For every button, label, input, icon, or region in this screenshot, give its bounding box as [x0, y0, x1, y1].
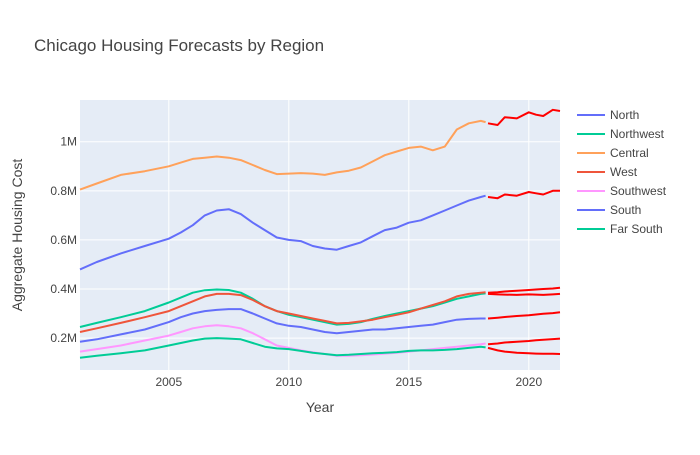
x-tick-label: 2015 [395, 375, 422, 389]
legend-item[interactable]: West [577, 165, 638, 179]
forecast-layer [487, 108, 561, 355]
legend-item[interactable]: Central [577, 146, 649, 160]
series-line-north [79, 194, 486, 271]
x-tick-labels: 2005 2010 2015 2020 [155, 375, 542, 389]
y-tick-label: 0.8M [50, 184, 77, 198]
legend-item[interactable]: Southwest [577, 184, 667, 198]
legend-label: Central [610, 146, 649, 160]
legend-label: South [610, 203, 641, 217]
legend: North Northwest Central West Southwest South F… [577, 108, 667, 236]
forecast-line [487, 337, 561, 346]
series-line-south [79, 308, 486, 343]
y-tick-label: 0.2M [50, 331, 77, 345]
forecast-line [487, 189, 560, 200]
series-line-far-south [79, 337, 486, 359]
series-line-central [79, 119, 486, 191]
y-tick-label: 0.4M [50, 282, 77, 296]
series-line-west [79, 291, 486, 333]
forecast-line [487, 292, 561, 296]
x-tick-label: 2020 [515, 375, 542, 389]
legend-label: Far South [610, 222, 663, 236]
legend-item[interactable]: South [577, 203, 641, 217]
series-layer [79, 119, 486, 359]
x-tick-label: 2005 [155, 375, 182, 389]
y-tick-labels: 0.2M 0.4M 0.6M 0.8M 1M [50, 135, 77, 345]
legend-label: Southwest [610, 184, 667, 198]
chart-title: Chicago Housing Forecasts by Region [34, 36, 324, 55]
forecast-line [487, 311, 561, 320]
y-tick-label: 1M [60, 135, 77, 149]
legend-item[interactable]: Far South [577, 222, 663, 236]
forecast-line [487, 286, 561, 294]
legend-label: North [610, 108, 639, 122]
x-tick-label: 2010 [275, 375, 302, 389]
forecast-line [487, 346, 561, 355]
plot-background [80, 100, 560, 370]
forecast-line [487, 108, 561, 126]
legend-label: Northwest [610, 127, 665, 141]
legend-item[interactable]: Northwest [577, 127, 665, 141]
y-axis-label: Aggregate Housing Cost [9, 159, 25, 312]
legend-item[interactable]: North [577, 108, 639, 122]
y-tick-label: 0.6M [50, 233, 77, 247]
legend-label: West [610, 165, 638, 179]
x-axis-label: Year [306, 399, 335, 415]
